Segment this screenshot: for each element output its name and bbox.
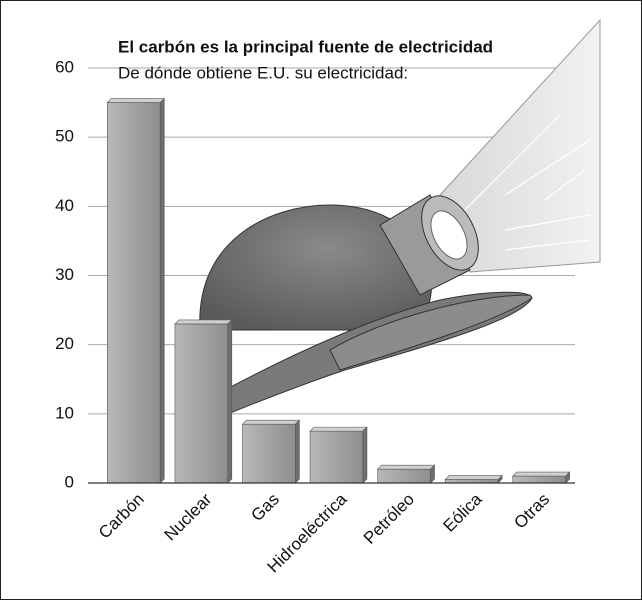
bar-side — [430, 464, 435, 484]
y-tick-label: 20 — [55, 334, 74, 353]
bar-side — [295, 419, 300, 484]
bar-side — [227, 319, 233, 484]
bar-side — [362, 426, 368, 484]
bar-group — [241, 419, 301, 484]
helmet-illustration — [199, 18, 601, 416]
bar-side — [565, 471, 570, 484]
y-tick-label: 30 — [55, 265, 74, 284]
bar-group — [309, 426, 368, 484]
beam-rays — [459, 114, 591, 251]
bar-group — [512, 471, 571, 484]
bar — [512, 475, 566, 484]
bar-top — [512, 471, 571, 477]
bar — [309, 430, 364, 484]
helmet-brim-edge — [329, 294, 533, 371]
bar — [242, 423, 296, 484]
bar-side — [497, 474, 503, 484]
lamp-lens — [430, 210, 468, 260]
y-tick-label: 10 — [55, 403, 74, 422]
y-tick-label: 50 — [55, 127, 74, 146]
chart-title: El carbón es la principal fuente de elec… — [118, 37, 493, 56]
bar — [107, 102, 161, 484]
bar-top — [106, 98, 165, 103]
bar-group — [106, 97, 165, 484]
bar-top — [309, 426, 368, 432]
bar-side — [159, 97, 165, 484]
bar — [377, 468, 431, 484]
bar-group — [376, 464, 436, 484]
bars — [106, 97, 571, 484]
y-tick-label: 40 — [55, 196, 74, 215]
lamp-body — [379, 194, 471, 296]
bar-group — [444, 474, 503, 484]
y-tick-label: 0 — [65, 472, 74, 491]
bar-top — [376, 464, 436, 470]
y-tick-label: 60 — [55, 57, 74, 76]
bar-top — [174, 319, 233, 325]
bar-top — [241, 419, 301, 425]
chart-subtitle: De dónde obtiene E.U. su electricidad: — [118, 63, 408, 82]
bar — [174, 323, 229, 484]
bar-top — [444, 475, 503, 480]
bar-group — [174, 319, 233, 484]
